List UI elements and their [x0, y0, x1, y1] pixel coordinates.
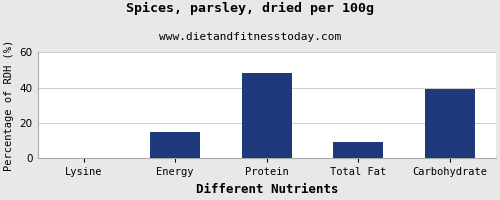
Text: Spices, parsley, dried per 100g: Spices, parsley, dried per 100g [126, 2, 374, 15]
Bar [424, 89, 475, 158]
X-axis label: Different Nutrients: Different Nutrients [196, 183, 338, 196]
Text: www.dietandfitnesstoday.com: www.dietandfitnesstoday.com [159, 32, 341, 42]
Bar [150, 132, 200, 158]
Bar [242, 73, 292, 158]
Y-axis label: Percentage of RDH (%): Percentage of RDH (%) [4, 40, 14, 171]
Bar [333, 142, 384, 158]
